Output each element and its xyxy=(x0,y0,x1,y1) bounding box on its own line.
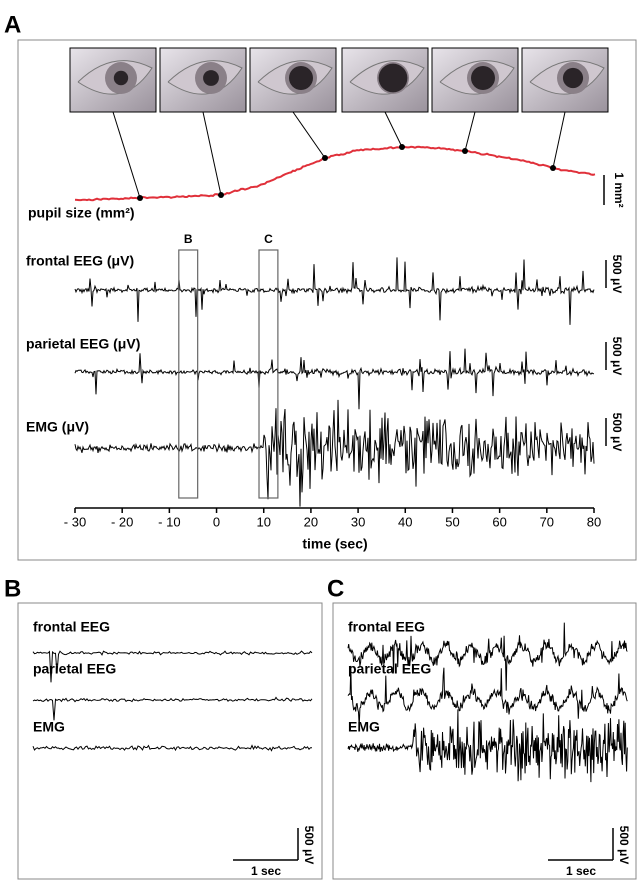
pupil xyxy=(113,70,129,86)
time-window xyxy=(178,249,199,499)
scale-label: 500 μV xyxy=(610,255,624,294)
sample-dot xyxy=(137,195,143,201)
sample-dot xyxy=(462,148,468,154)
x-tick-label: 60 xyxy=(492,514,506,529)
x-tick-label: 10 xyxy=(256,514,270,529)
x-tick-label: 30 xyxy=(351,514,365,529)
pupil-trace xyxy=(74,145,596,202)
scale-label: 500 μV xyxy=(617,826,631,865)
sample-dot xyxy=(399,144,405,150)
connector xyxy=(202,111,222,196)
trace-label: EMG (μV) xyxy=(26,419,89,435)
connector xyxy=(384,111,403,148)
panel-a-frame xyxy=(17,39,637,561)
x-tick-label: 40 xyxy=(398,514,412,529)
panel-label: C xyxy=(327,575,344,602)
pupil-label: pupil size (mm²) xyxy=(28,205,135,221)
time-window xyxy=(258,249,279,499)
sample-dot xyxy=(322,155,328,161)
panel-label: A xyxy=(4,11,21,38)
x-tick-label: - 20 xyxy=(111,514,133,529)
window-label: B xyxy=(184,232,193,246)
trace-label: parietal EEG xyxy=(33,661,116,677)
x-axis-title: time (sec) xyxy=(302,536,367,552)
scale-label: 500 μV xyxy=(610,337,624,376)
pupil xyxy=(203,70,219,86)
panel-b-frame xyxy=(17,602,323,880)
pupil xyxy=(471,66,495,90)
sample-dot xyxy=(218,192,224,198)
pupil xyxy=(378,63,408,93)
connector xyxy=(292,111,326,159)
panel-c-frame xyxy=(332,602,637,880)
trace-label: EMG xyxy=(348,719,380,735)
trace xyxy=(74,257,595,325)
x-tick-label: 20 xyxy=(304,514,318,529)
window-label: C xyxy=(264,232,273,246)
trace xyxy=(74,399,595,507)
trace-label: parietal EEG xyxy=(348,661,431,677)
scale-label: 500 μV xyxy=(302,826,316,865)
panel-label: B xyxy=(4,575,21,602)
connector xyxy=(552,111,566,169)
connector xyxy=(464,111,476,152)
connector xyxy=(112,111,141,199)
x-tick-label: 50 xyxy=(445,514,459,529)
scale-label: 1 sec xyxy=(251,864,281,878)
pupil xyxy=(289,66,313,90)
pupil xyxy=(562,67,584,89)
x-tick-label: 80 xyxy=(587,514,601,529)
x-tick-label: - 30 xyxy=(64,514,86,529)
scale-label: 500 μV xyxy=(610,413,624,452)
trace xyxy=(32,744,312,752)
sample-dot xyxy=(550,165,556,171)
scale-label: 1 sec xyxy=(566,864,596,878)
x-tick-label: 70 xyxy=(540,514,554,529)
trace-label: frontal EEG (μV) xyxy=(26,253,134,269)
x-tick-label: - 10 xyxy=(158,514,180,529)
trace-label: EMG xyxy=(33,719,65,735)
scale-label: 1 mm² xyxy=(612,172,626,207)
x-tick-label: 0 xyxy=(213,514,220,529)
trace-label: frontal EEG xyxy=(348,619,425,635)
trace-label: parietal EEG (μV) xyxy=(26,336,140,352)
trace xyxy=(74,348,595,410)
trace xyxy=(347,665,628,728)
trace xyxy=(32,696,313,721)
trace-label: frontal EEG xyxy=(33,619,110,635)
trace xyxy=(32,650,313,683)
trace xyxy=(347,622,628,691)
trace xyxy=(347,709,628,783)
